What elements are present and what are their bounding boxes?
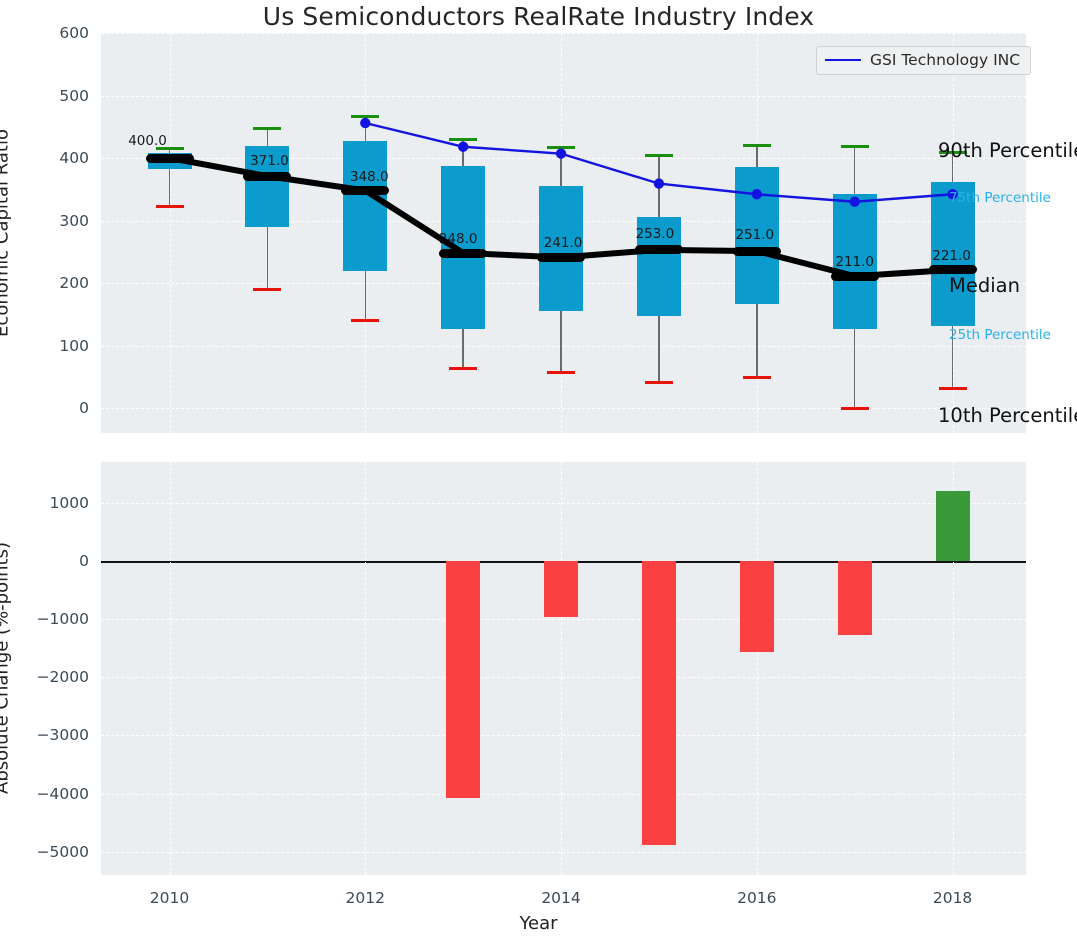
median-marker — [634, 245, 683, 255]
gridline-vertical — [169, 33, 171, 433]
y-tick-label: 500 — [59, 86, 89, 105]
y-tick-label: −4000 — [36, 784, 89, 803]
cap-90th-percentile — [840, 144, 869, 148]
cap-90th-percentile — [155, 146, 184, 150]
page-title: Us Semiconductors RealRate Industry Inde… — [262, 2, 815, 31]
gridline-vertical — [952, 462, 954, 875]
change-bar — [837, 560, 872, 636]
y-tick-label: −1000 — [36, 610, 89, 629]
median-marker — [732, 246, 781, 256]
median-marker — [341, 186, 390, 195]
change-bar — [446, 560, 481, 799]
median-value-label: 221.0 — [932, 247, 971, 264]
annotation-90th-percentile: 90th Percentile — [938, 139, 1077, 162]
annotation-10th-percentile: 10th Percentile — [938, 404, 1077, 427]
cap-10th-percentile — [449, 366, 478, 370]
gridline-horizontal — [101, 502, 1026, 504]
y-tick-label: 600 — [59, 24, 89, 42]
median-marker — [243, 171, 292, 181]
annotation-median: Median — [949, 274, 1020, 297]
x-axis-label: Year — [519, 913, 558, 934]
cap-90th-percentile — [253, 127, 282, 131]
gridline-vertical — [561, 462, 563, 875]
median-value-label: 348.0 — [349, 168, 389, 185]
median-value-label: 251.0 — [735, 227, 775, 244]
annotation-75th-percentile: 75th Percentile — [949, 190, 1051, 206]
y-tick-label: 200 — [59, 274, 89, 292]
cap-10th-percentile — [742, 375, 771, 379]
legend[interactable]: GSI Technology INC — [816, 46, 1032, 75]
cap-90th-percentile — [644, 153, 673, 157]
x-tick-label: 2012 — [345, 889, 385, 907]
gridline-horizontal — [101, 345, 1026, 347]
x-tick-label: 2010 — [149, 889, 190, 907]
median-marker — [145, 153, 194, 163]
y-tick-label: 0 — [79, 551, 89, 570]
y-tick-label: 100 — [59, 336, 89, 355]
y-tick-label: −5000 — [36, 842, 89, 861]
change-bar — [641, 560, 676, 845]
y-tick-label: −3000 — [36, 726, 89, 745]
legend-line-icon — [825, 59, 861, 61]
median-value-label: 241.0 — [543, 235, 583, 252]
median-marker — [439, 248, 488, 258]
gridline-vertical — [365, 462, 367, 875]
y-tick-label: 400 — [59, 149, 89, 167]
box-iqr — [441, 165, 486, 329]
gridline-horizontal — [101, 619, 1026, 621]
y-tick-label: 1000 — [49, 493, 89, 512]
cap-90th-percentile — [742, 143, 771, 147]
gridline-horizontal — [101, 793, 1026, 795]
cap-10th-percentile — [547, 370, 576, 374]
change-bar — [544, 560, 579, 617]
cap-10th-percentile — [351, 318, 380, 322]
median-marker — [830, 271, 879, 281]
cap-90th-percentile — [449, 138, 478, 141]
top-y-axis-label: Economic Capital Ratio — [0, 129, 13, 337]
x-tick-label: 2016 — [737, 889, 777, 907]
cap-10th-percentile — [253, 288, 282, 291]
legend-label: GSI Technology INC — [870, 51, 1021, 69]
median-value-label: 371.0 — [250, 153, 289, 170]
bottom-plot-panel — [101, 462, 1026, 875]
median-value-label: 248.0 — [438, 231, 478, 247]
cap-90th-percentile — [547, 146, 576, 150]
cap-10th-percentile — [938, 387, 967, 391]
median-value-label: 400.0 — [128, 133, 167, 149]
gridline-horizontal — [101, 158, 1026, 159]
annotation-25th-percentile: 25th Percentile — [949, 327, 1051, 343]
box-iqr — [343, 141, 388, 272]
y-tick-label: 0 — [79, 399, 89, 417]
gridline-horizontal — [101, 408, 1026, 409]
gridline-horizontal — [101, 851, 1026, 853]
y-tick-label: −2000 — [36, 668, 89, 687]
median-value-label: 211.0 — [835, 254, 875, 271]
cap-10th-percentile — [840, 406, 869, 410]
gridline-horizontal — [101, 33, 1026, 34]
cap-90th-percentile — [351, 114, 380, 118]
x-tick-label: 2018 — [932, 889, 973, 907]
cap-10th-percentile — [155, 204, 184, 208]
gridline-vertical — [756, 462, 758, 875]
x-tick-label: 2014 — [541, 889, 581, 907]
gridline-vertical — [169, 462, 171, 875]
median-marker — [537, 252, 586, 262]
bottom-y-axis-label: Absolute Change (%-points) — [0, 542, 13, 794]
change-bar — [935, 490, 970, 561]
cap-10th-percentile — [644, 380, 673, 384]
gridline-horizontal — [101, 677, 1026, 679]
gridline-horizontal — [101, 95, 1026, 97]
change-bar — [739, 560, 774, 653]
y-tick-label: 300 — [59, 211, 89, 230]
gridline-horizontal — [101, 735, 1026, 737]
median-value-label: 253.0 — [635, 225, 675, 242]
